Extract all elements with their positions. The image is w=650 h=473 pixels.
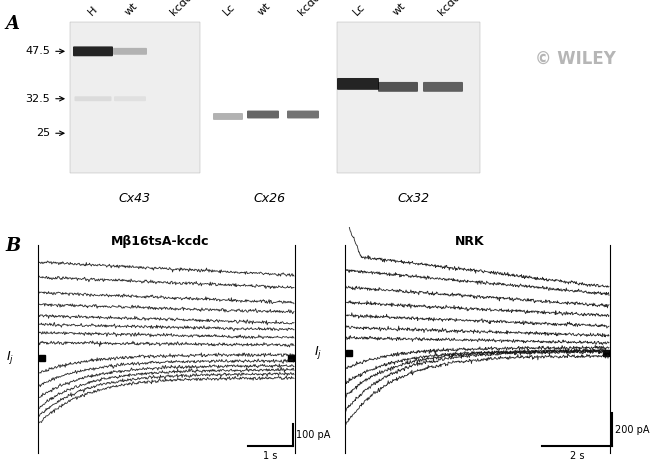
Text: wt: wt — [256, 1, 272, 18]
Text: Mβ16tsA-kcdc: Mβ16tsA-kcdc — [111, 235, 209, 248]
Text: Cx43: Cx43 — [119, 193, 151, 205]
Text: kcdc: kcdc — [436, 0, 462, 18]
FancyBboxPatch shape — [213, 113, 243, 120]
Text: Lc: Lc — [221, 2, 237, 18]
Text: Lc: Lc — [351, 2, 367, 18]
Text: 1 s: 1 s — [263, 451, 278, 461]
Bar — [603, 350, 609, 356]
Text: wt: wt — [123, 1, 140, 18]
FancyBboxPatch shape — [337, 78, 379, 90]
Text: NRK: NRK — [455, 235, 485, 248]
FancyBboxPatch shape — [287, 111, 319, 118]
Text: wt: wt — [391, 1, 408, 18]
Text: $I_\mathregular{j}$: $I_\mathregular{j}$ — [314, 344, 322, 361]
Text: $I_\mathregular{j}$: $I_\mathregular{j}$ — [6, 349, 14, 366]
Text: H: H — [86, 5, 99, 18]
FancyBboxPatch shape — [423, 82, 463, 92]
FancyBboxPatch shape — [113, 48, 147, 55]
Text: 200 pA: 200 pA — [615, 425, 649, 435]
Bar — [39, 355, 45, 361]
Text: 100 pA: 100 pA — [296, 430, 330, 440]
Text: kcdc: kcdc — [296, 0, 321, 18]
FancyBboxPatch shape — [75, 96, 112, 101]
Text: 32.5: 32.5 — [25, 94, 50, 104]
Bar — [288, 355, 294, 361]
Text: A: A — [5, 15, 19, 33]
Text: Cx32: Cx32 — [397, 193, 430, 205]
Text: 2 s: 2 s — [570, 451, 584, 461]
Bar — [70, 22, 200, 173]
Bar — [346, 350, 352, 356]
FancyBboxPatch shape — [247, 111, 279, 118]
Text: kcdc: kcdc — [168, 0, 193, 18]
FancyBboxPatch shape — [114, 96, 146, 101]
FancyBboxPatch shape — [73, 46, 113, 56]
FancyBboxPatch shape — [378, 82, 418, 92]
Text: B: B — [5, 237, 20, 255]
Text: © WILEY: © WILEY — [534, 50, 616, 68]
Bar — [337, 22, 480, 173]
Text: 25: 25 — [36, 128, 50, 138]
Text: 47.5: 47.5 — [25, 46, 50, 56]
Text: Cx26: Cx26 — [254, 193, 286, 205]
